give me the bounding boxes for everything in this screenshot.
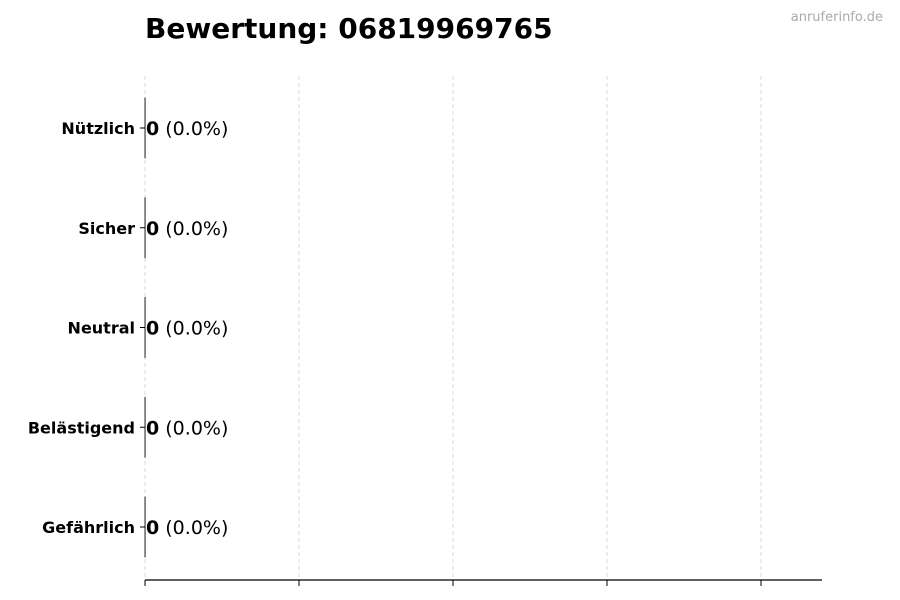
percent-label: (0.0%) <box>159 218 228 240</box>
count-label: 0 <box>146 318 159 340</box>
watermark: anruferinfo.de <box>790 10 883 25</box>
category-label: Sicher <box>78 219 135 238</box>
value-label: 0 (0.0%) <box>146 318 228 340</box>
chart-title: Bewertung: 06819969765 <box>145 12 553 45</box>
value-label: 0 (0.0%) <box>146 118 228 140</box>
percent-label: (0.0%) <box>159 417 228 439</box>
value-label: 0 (0.0%) <box>146 517 228 539</box>
value-label: 0 (0.0%) <box>146 417 228 439</box>
percent-label: (0.0%) <box>159 517 228 539</box>
count-label: 0 <box>146 417 159 439</box>
category-label: Nützlich <box>61 119 135 138</box>
count-label: 0 <box>146 118 159 140</box>
count-label: 0 <box>146 218 159 240</box>
percent-label: (0.0%) <box>159 118 228 140</box>
category-label: Neutral <box>68 319 135 338</box>
category-label: Belästigend <box>28 418 135 437</box>
value-label: 0 (0.0%) <box>146 218 228 240</box>
count-label: 0 <box>146 517 159 539</box>
category-label: Gefährlich <box>42 518 135 537</box>
percent-label: (0.0%) <box>159 318 228 340</box>
